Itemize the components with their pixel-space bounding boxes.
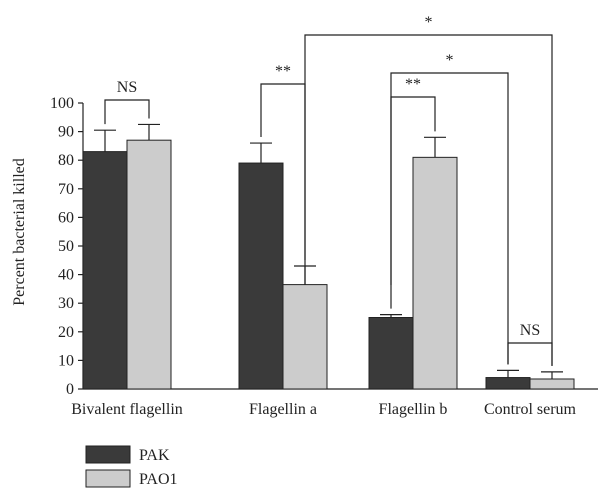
x-category-label: Flagellin a: [249, 401, 317, 418]
x-category-label: Flagellin b: [379, 401, 448, 418]
bar-pao1-2: [412, 156, 458, 390]
bar-pak-0: [82, 151, 128, 390]
x-axis-labels: Bivalent flagellin Flagellin a Flagellin b…: [71, 401, 576, 418]
significance-label: *: [425, 14, 433, 31]
bar-pak-3: [485, 377, 531, 390]
significance-bracket: [390, 96, 436, 285]
significance-bracket: [507, 342, 553, 366]
legend: PAK PAO1: [85, 445, 178, 488]
significance-label: *: [446, 52, 454, 69]
bars: [82, 139, 575, 390]
significance-label: **: [405, 76, 421, 93]
significance-bracket: [104, 99, 150, 125]
y-tick-label: 60: [58, 209, 74, 226]
significance-label: NS: [520, 322, 540, 339]
significance-label: NS: [117, 79, 137, 96]
legend-swatch-pao1: [85, 469, 131, 488]
significance-bracket: [304, 34, 553, 366]
bar-pao1-0: [126, 139, 172, 390]
legend-label-pao1: PAO1: [139, 471, 178, 488]
significance-label: **: [275, 63, 291, 80]
y-tick-label: 100: [50, 95, 74, 112]
error-bars: [94, 123, 563, 379]
y-tick-label: 90: [58, 124, 74, 141]
significance-brackets: NS******NS: [104, 14, 553, 366]
x-category-label: Control serum: [484, 401, 577, 418]
y-tick-label: 80: [58, 152, 74, 169]
y-tick-label: 50: [58, 238, 74, 255]
legend-label-pak: PAK: [139, 447, 170, 464]
bar-pao1-3: [529, 378, 575, 390]
y-tick-label: 10: [58, 352, 74, 369]
y-tick-label: 30: [58, 295, 74, 312]
y-tick-label: 20: [58, 324, 74, 341]
legend-swatch-pak: [85, 445, 131, 464]
y-axis-ticks: 0 10 20 30 40 50 60 70 80 90 100: [50, 95, 83, 398]
bar-pak-2: [368, 317, 414, 390]
x-category-label: Bivalent flagellin: [71, 401, 183, 418]
y-tick-label: 70: [58, 181, 74, 198]
y-tick-label: 40: [58, 267, 74, 284]
bar-pak-1: [238, 162, 284, 390]
y-axis-label: Percent bacterial killed: [11, 158, 28, 305]
y-tick-label: 0: [66, 381, 74, 398]
bar-pao1-1: [282, 284, 328, 390]
